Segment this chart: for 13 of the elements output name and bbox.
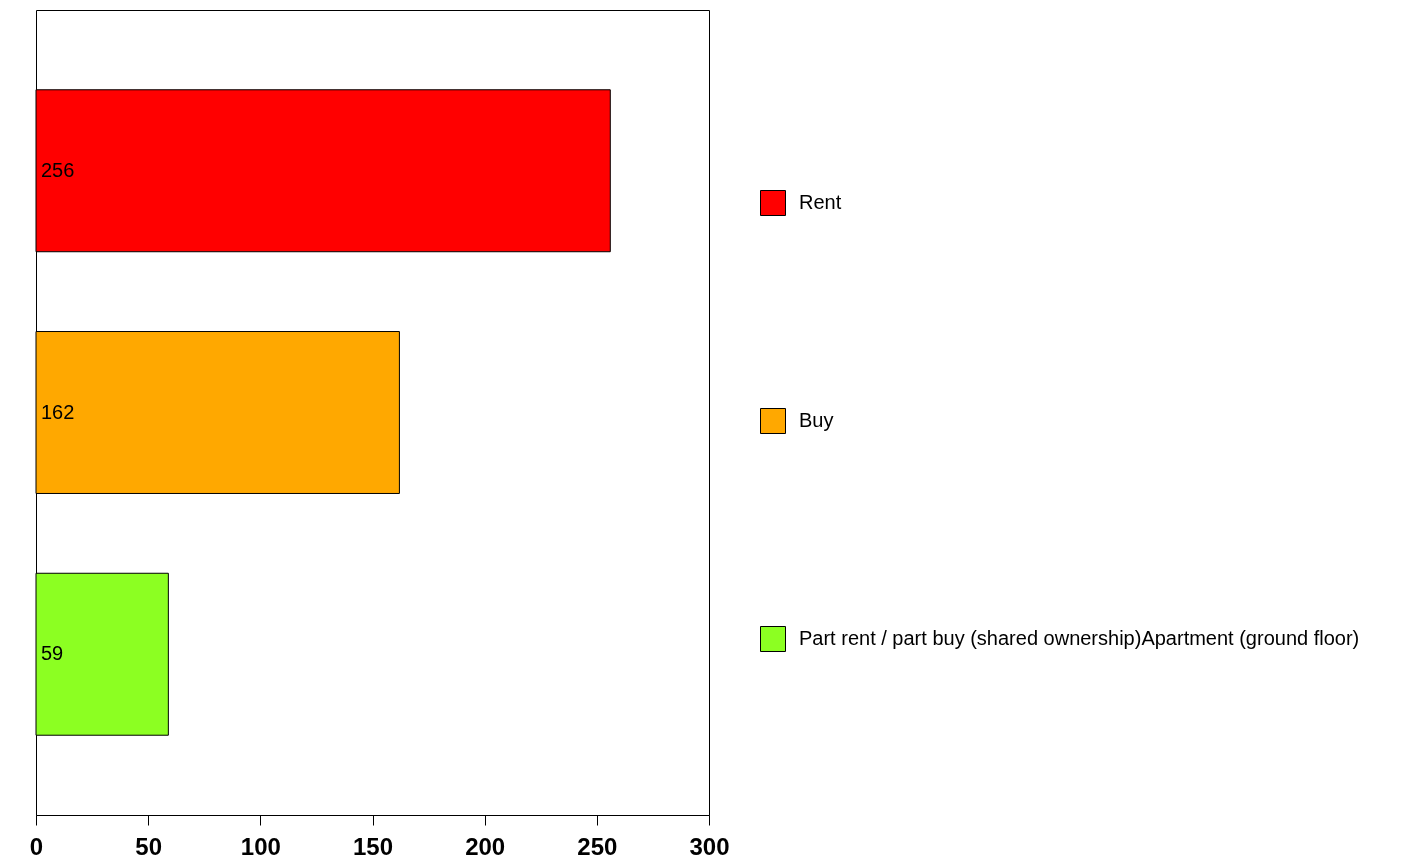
x-tick-label: 250 [577, 832, 618, 860]
data-label: 59 [41, 642, 64, 665]
x-tick-label: 150 [352, 832, 394, 860]
data-label: 162 [41, 400, 75, 423]
x-tick-label: 0 [29, 832, 44, 860]
legend-label: Buy [799, 409, 834, 431]
legend-label: Part rent / part buy (shared ownership)Apartment (ground floor) [799, 627, 1360, 649]
x-tick-label: 100 [240, 832, 281, 860]
legend-label: Rent [799, 191, 842, 213]
x-tick-label: 200 [465, 832, 506, 860]
data-label: 256 [41, 158, 75, 181]
x-tick-label: 300 [689, 832, 730, 860]
x-tick-label: 50 [135, 832, 163, 860]
